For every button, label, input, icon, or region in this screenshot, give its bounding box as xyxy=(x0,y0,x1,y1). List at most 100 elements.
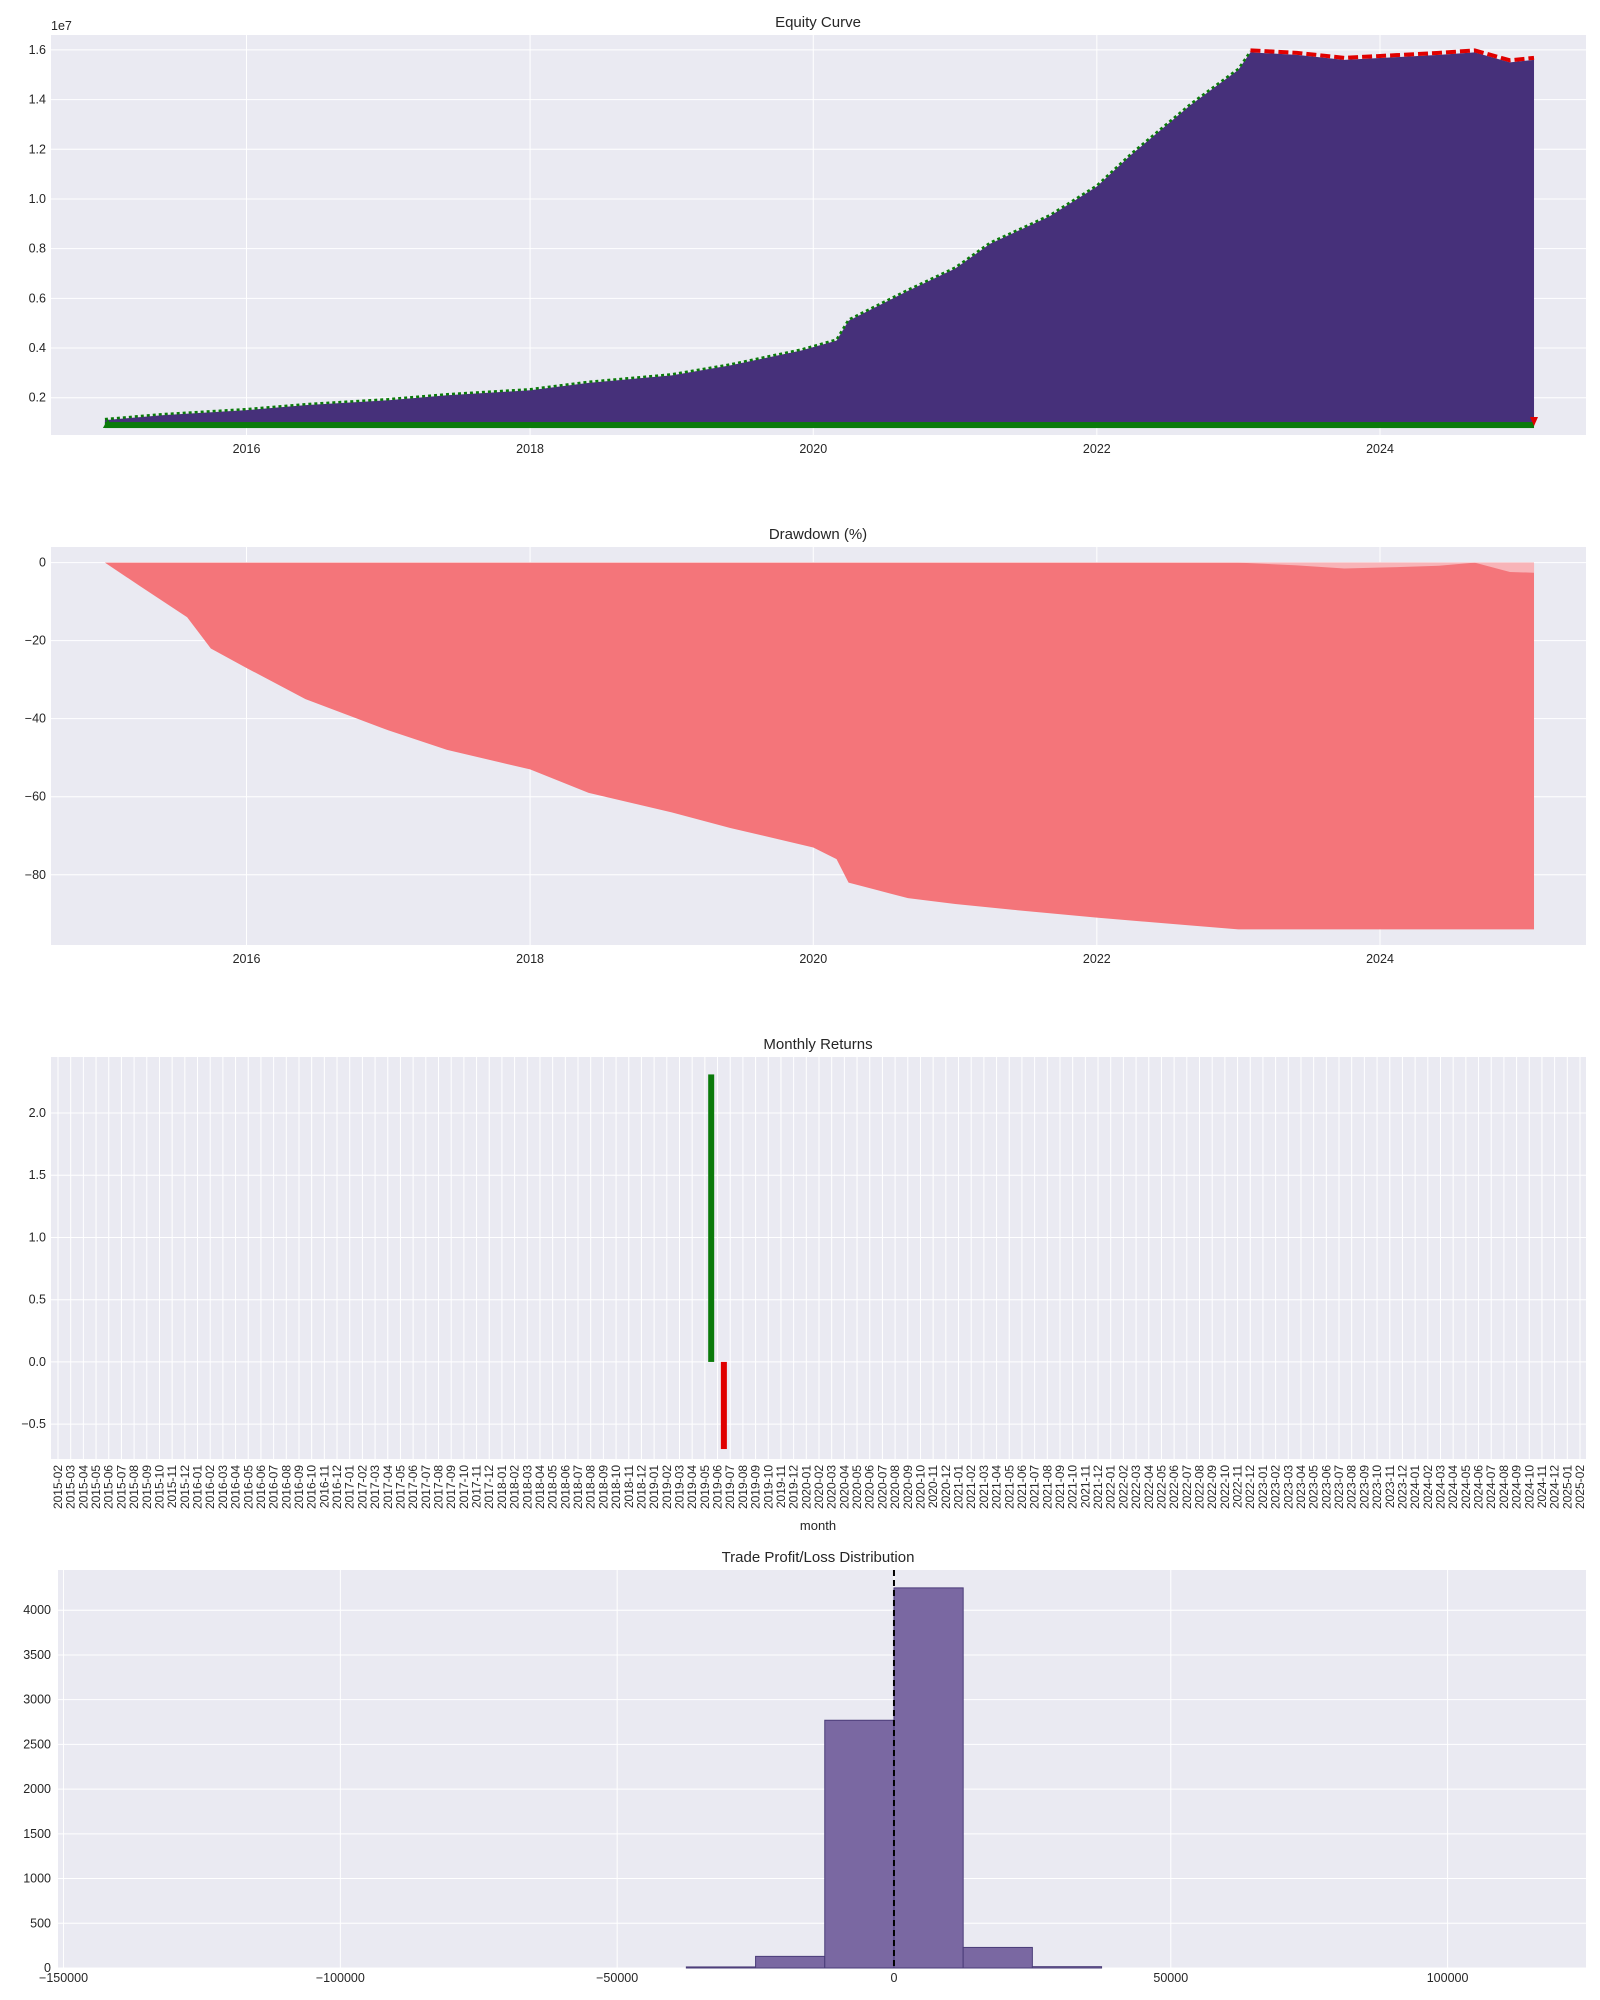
x-tick-label: 2021-12 xyxy=(1091,1465,1105,1509)
y-tick-label: −80 xyxy=(25,868,46,882)
x-tick-label: 2021-09 xyxy=(1053,1465,1067,1509)
y-tick-label: 3000 xyxy=(23,1693,51,1707)
y-tick-label: 0.8 xyxy=(29,242,46,256)
data-marks xyxy=(685,1570,1103,1969)
x-tick-label: 2018-11 xyxy=(622,1465,636,1508)
x-tick-label: 2017-05 xyxy=(393,1465,407,1509)
x-tick-label: 2021-03 xyxy=(977,1465,991,1509)
x-tick-label: 2022-02 xyxy=(1116,1465,1130,1509)
x-tick-label: 2020-05 xyxy=(850,1465,864,1509)
x-tick-label: 2021-08 xyxy=(1040,1465,1054,1509)
bar-2019-05 xyxy=(708,1074,715,1362)
x-tick-label: 2023-02 xyxy=(1269,1465,1283,1509)
x-tick-label: 2015-09 xyxy=(140,1465,154,1509)
x-tick-label: 2018-04 xyxy=(533,1465,547,1509)
x-tick-label: 2017-02 xyxy=(355,1465,369,1509)
x-tick-label: 2018-06 xyxy=(558,1465,572,1509)
x-tick-label: 2022-08 xyxy=(1193,1465,1207,1509)
hist-bin-1 xyxy=(755,1955,826,1969)
x-tick-label: 2017-12 xyxy=(482,1465,496,1509)
x-tick-label: 2017-04 xyxy=(381,1465,395,1509)
x-tick-label: 2021-11 xyxy=(1078,1465,1092,1508)
x-tick-label: 2020-08 xyxy=(888,1465,902,1509)
x-tick-label: 2022-07 xyxy=(1180,1465,1194,1509)
x-tick-label: 2016-12 xyxy=(330,1465,344,1509)
data-marks xyxy=(708,1074,727,1450)
x-tick-label: 2015-10 xyxy=(152,1465,166,1509)
y-offset-label: 1e7 xyxy=(51,19,72,33)
y-tick-label: −0.5 xyxy=(21,1417,46,1431)
x-tick-label: 2020-04 xyxy=(837,1465,851,1509)
x-tick-label: 2023-10 xyxy=(1370,1465,1384,1509)
x-tick-label: 2019-08 xyxy=(736,1465,750,1509)
x-tick-label: 2020-10 xyxy=(913,1465,927,1509)
plot-area xyxy=(58,1570,1586,1968)
pnl-distribution-chart: −150000 −100000 −50000 0 50000 100000 0 500 1000… xyxy=(23,1549,1586,1985)
chart-title: Trade Profit/Loss Distribution xyxy=(722,1549,915,1566)
y-tick-label: 4000 xyxy=(23,1603,51,1617)
x-tick-label: 2015-03 xyxy=(64,1465,78,1509)
x-tick-label: 2022-03 xyxy=(1129,1465,1143,1509)
x-tick-label: 2019-05 xyxy=(698,1465,712,1509)
drawdown-chart: 2016 2018 2020 2022 2024 0 −20 −40 −60 −80 Drawdo… xyxy=(25,526,1586,966)
hist-bin-0 xyxy=(685,1966,757,1969)
x-tick-label: 2023-04 xyxy=(1294,1465,1308,1509)
x-tick-label: 2021-10 xyxy=(1066,1465,1080,1509)
x-tick-label: 2020 xyxy=(799,442,827,456)
x-tick-label: 2018-09 xyxy=(596,1465,610,1509)
x-tick-label: 2020-11 xyxy=(926,1465,940,1508)
x-tick-label: 2020-01 xyxy=(799,1465,813,1509)
drawdown-area xyxy=(104,562,1535,930)
x-tick-label: 2016-05 xyxy=(241,1465,255,1509)
y-tick-label: 0.4 xyxy=(29,341,46,355)
x-tick-label: 2025-01 xyxy=(1560,1465,1574,1509)
x-tick-label: 2016-07 xyxy=(267,1465,281,1509)
x-tick-label: 2020-03 xyxy=(825,1465,839,1509)
x-tick-label: 2019-06 xyxy=(711,1465,725,1509)
x-tick-label: 2016-04 xyxy=(229,1465,243,1509)
y-tick-label: −20 xyxy=(25,634,46,648)
x-tick-label: 2022-06 xyxy=(1167,1465,1181,1509)
grid xyxy=(51,1057,1586,1459)
hist-bin-3 xyxy=(893,1587,964,1969)
x-tick-label: 2019-04 xyxy=(685,1465,699,1509)
x-tick-label: 2018-01 xyxy=(495,1465,509,1509)
x-tick-label: 2018-12 xyxy=(634,1465,648,1509)
x-tick-label: 2016 xyxy=(233,442,261,456)
x-tick-label: 2016-06 xyxy=(254,1465,268,1509)
y-tick-label: 3500 xyxy=(23,1648,51,1662)
x-tick-label: 2016-02 xyxy=(203,1465,217,1509)
x-tick-label: 2020 xyxy=(799,952,827,966)
y-tick-label: 0.2 xyxy=(29,391,46,405)
y-tick-label: 2500 xyxy=(23,1737,51,1751)
chart-title: Drawdown (%) xyxy=(769,526,867,543)
tick-labels: 2016 2018 2020 2022 2024 0 −20 −40 −60 −80 xyxy=(25,556,1394,966)
y-tick-label: 1.2 xyxy=(29,142,46,156)
x-tick-label: 2024-09 xyxy=(1510,1465,1524,1509)
x-tick-label: 2018 xyxy=(516,442,544,456)
x-tick-label: 2016-08 xyxy=(279,1465,293,1509)
x-tick-label: 2019-03 xyxy=(672,1465,686,1509)
x-tick-label: 2022-09 xyxy=(1205,1465,1219,1509)
x-tick-label: 2022-01 xyxy=(1104,1465,1118,1509)
x-tick-label: 2019-11 xyxy=(774,1465,788,1508)
x-tick-label: 2017-06 xyxy=(406,1465,420,1509)
drawdown-overlay-area xyxy=(1238,562,1535,573)
x-tick-label: 2016-03 xyxy=(216,1465,230,1509)
buy-marker-trail xyxy=(104,50,1252,421)
x-tick-label: 2021-05 xyxy=(1002,1465,1016,1509)
x-tick-label: 2015-06 xyxy=(102,1465,116,1509)
x-tick-label: 2015-02 xyxy=(51,1465,65,1509)
x-tick-label: 2023-05 xyxy=(1307,1465,1321,1509)
x-tick-label: 2024-11 xyxy=(1535,1465,1549,1508)
x-axis-label: month xyxy=(800,1518,836,1533)
x-tick-label: 2023-12 xyxy=(1395,1465,1409,1509)
x-tick-label: 2022-04 xyxy=(1142,1465,1156,1509)
x-tick-label: 2024-10 xyxy=(1522,1465,1536,1509)
x-tick-label: 2015-12 xyxy=(178,1465,192,1509)
x-tick-label: 2019-07 xyxy=(723,1465,737,1509)
x-tick-label: 2024-08 xyxy=(1497,1465,1511,1509)
x-tick-label: 2018-03 xyxy=(520,1465,534,1509)
x-tick-label: 2016-10 xyxy=(305,1465,319,1509)
sell-marker xyxy=(1530,417,1539,427)
